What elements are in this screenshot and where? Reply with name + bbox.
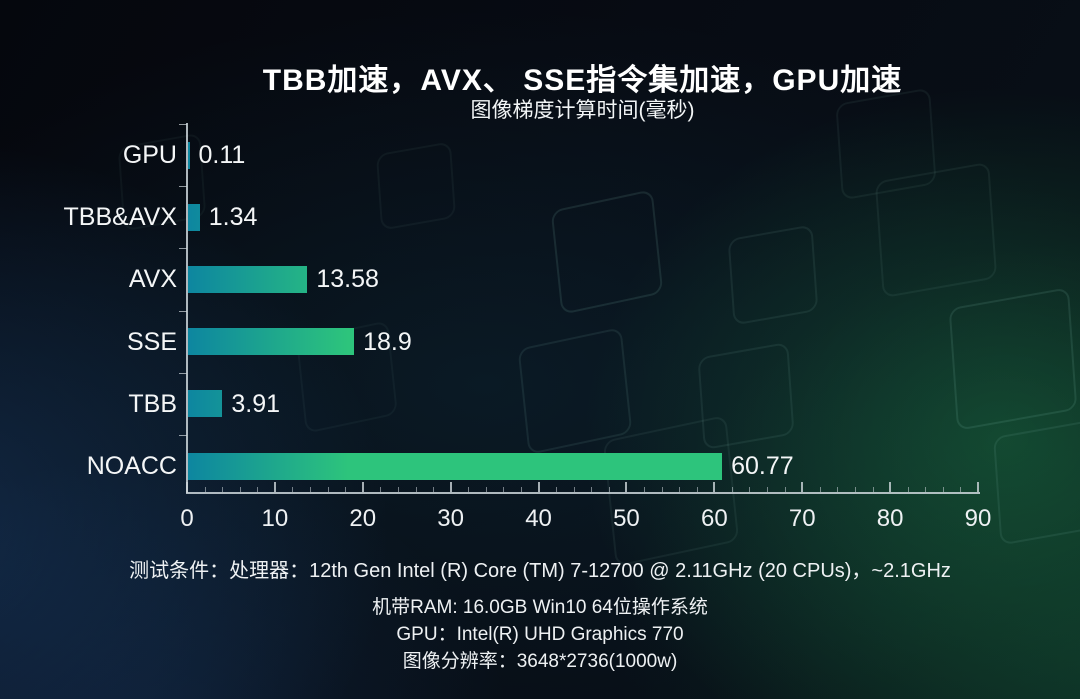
x-axis-minor-tick xyxy=(644,487,646,492)
x-axis-minor-tick xyxy=(661,487,663,492)
x-axis-minor-tick xyxy=(292,487,294,492)
bar-sse xyxy=(188,328,355,356)
x-axis-tick-label-50: 50 xyxy=(613,505,640,532)
x-axis-major-tick xyxy=(449,482,452,492)
x-axis-minor-tick xyxy=(204,487,206,492)
value-label-avx: 13.58 xyxy=(316,265,379,294)
x-axis-minor-tick xyxy=(960,487,962,492)
x-axis-major-tick xyxy=(801,482,804,492)
chart-title: TBB加速，AVX、 SSE指令集加速，GPU加速 xyxy=(262,64,903,97)
x-axis-tick-label-0: 0 xyxy=(180,505,194,532)
y-axis-tick xyxy=(179,435,187,436)
footer-resolution-line: 图像分辨率：3648*2736(1000w) xyxy=(402,651,678,672)
x-axis-major-tick xyxy=(186,482,188,492)
category-label-tbb: TBB xyxy=(128,389,177,418)
y-axis-tick xyxy=(179,248,187,249)
x-axis-tick-label-10: 10 xyxy=(261,505,289,532)
footer-ram-os-line: 机带RAM: 16.0GB Win10 64位操作系统 xyxy=(372,597,708,618)
x-axis-major-tick xyxy=(713,482,716,492)
x-axis-line xyxy=(186,492,980,494)
category-label-tbb-avx: TBB&AVX xyxy=(63,203,177,232)
bar-tbb-avx xyxy=(188,203,200,231)
x-axis-major-tick xyxy=(889,482,892,492)
x-axis-minor-tick xyxy=(468,487,470,492)
y-axis-tick xyxy=(179,186,187,187)
x-axis-minor-tick xyxy=(327,487,329,492)
x-axis-minor-tick xyxy=(925,487,927,492)
chart-subtitle: 图像梯度计算时间(毫秒) xyxy=(470,99,695,122)
x-axis-minor-tick xyxy=(310,487,312,492)
x-axis-minor-tick xyxy=(503,487,505,492)
x-axis-minor-tick xyxy=(679,487,681,492)
x-axis-minor-tick xyxy=(696,487,698,492)
x-axis-minor-tick xyxy=(819,487,821,492)
category-label-avx: AVX xyxy=(128,265,177,294)
x-axis-minor-tick xyxy=(485,487,487,492)
x-axis-tick-label-60: 60 xyxy=(700,505,728,532)
x-axis-minor-tick xyxy=(520,487,522,492)
x-axis-minor-tick xyxy=(397,487,399,492)
x-axis-major-tick xyxy=(625,482,628,492)
y-axis-tick xyxy=(179,311,187,312)
category-label-noacc: NOACC xyxy=(86,452,177,480)
x-axis-major-tick xyxy=(361,482,364,492)
x-axis-tick-label-90: 90 xyxy=(964,505,992,532)
x-axis-minor-tick xyxy=(433,487,435,492)
x-axis-major-tick xyxy=(537,482,540,492)
y-axis-tick xyxy=(179,124,187,125)
bar-gpu xyxy=(188,141,190,169)
x-axis-tick-label-70: 70 xyxy=(788,505,816,532)
x-axis-major-tick xyxy=(977,482,979,492)
x-axis-minor-tick xyxy=(731,487,733,492)
x-axis-minor-tick xyxy=(573,487,575,492)
x-axis-minor-tick xyxy=(591,487,593,492)
x-axis-minor-tick xyxy=(380,487,382,492)
x-axis-tick-label-20: 20 xyxy=(349,505,377,532)
x-axis-minor-tick xyxy=(749,487,751,492)
x-axis-minor-tick xyxy=(345,487,347,492)
x-axis-major-tick xyxy=(273,482,276,492)
value-label-tbb-avx: 1.34 xyxy=(208,203,258,232)
x-axis-minor-tick xyxy=(767,487,769,492)
y-axis-line xyxy=(186,123,188,493)
x-axis-minor-tick xyxy=(415,487,417,492)
x-axis-tick-label-80: 80 xyxy=(876,505,904,532)
x-axis-tick-label-40: 40 xyxy=(525,505,552,532)
footer-cpu-line: 测试条件：处理器：12th Gen Intel (R) Core (TM) 7-… xyxy=(129,560,951,582)
x-axis-tick-label-30: 30 xyxy=(437,505,464,532)
x-axis-minor-tick xyxy=(257,487,259,492)
x-axis-minor-tick xyxy=(556,487,558,492)
x-axis-minor-tick xyxy=(907,487,909,492)
category-label-sse: SSE xyxy=(126,327,177,356)
value-label-noacc: 60.77 xyxy=(731,452,794,480)
category-label-gpu: GPU xyxy=(122,141,177,169)
y-axis-tick xyxy=(179,373,187,374)
x-axis-minor-tick xyxy=(239,487,241,492)
bar-avx xyxy=(188,265,308,293)
footer-gpu-line: GPU：Intel(R) UHD Graphics 770 xyxy=(396,624,684,645)
bar-tbb xyxy=(188,390,223,418)
x-axis-minor-tick xyxy=(854,487,856,492)
x-axis-minor-tick xyxy=(942,487,944,492)
x-axis-minor-tick xyxy=(784,487,786,492)
x-axis-minor-tick xyxy=(872,487,874,492)
value-label-tbb: 3.91 xyxy=(231,389,281,418)
x-axis-minor-tick xyxy=(837,487,839,492)
value-label-gpu: 0.11 xyxy=(198,141,246,169)
x-axis-minor-tick xyxy=(608,487,610,492)
bar-noacc xyxy=(188,452,723,480)
x-axis-minor-tick xyxy=(222,487,224,492)
value-label-sse: 18.9 xyxy=(363,327,412,356)
